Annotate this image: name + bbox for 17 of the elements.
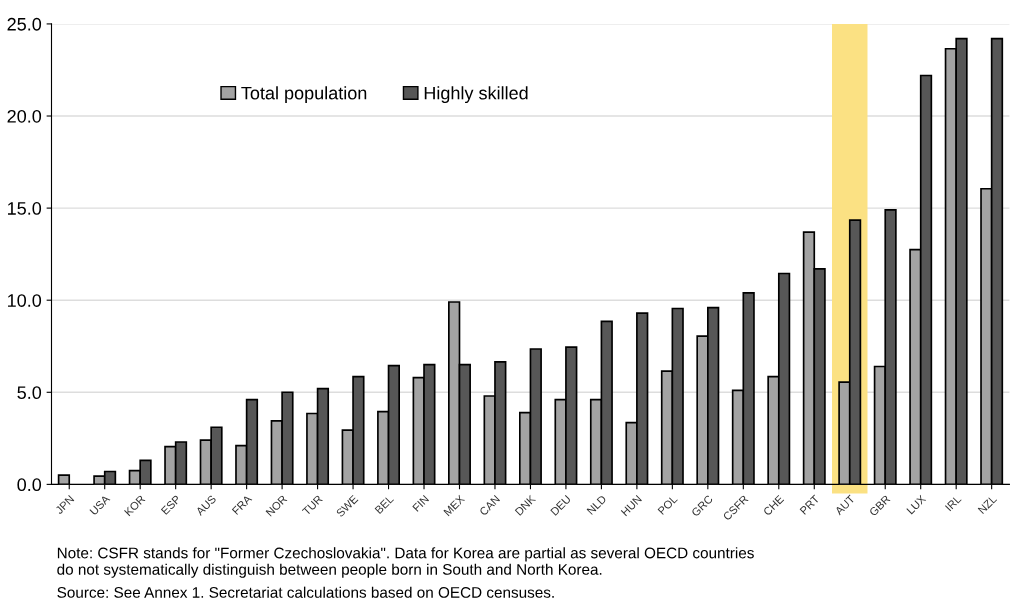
bar [57, 474, 71, 485]
y-tick-label: 5.0 [17, 386, 42, 400]
x-tick-label: IRL [944, 494, 962, 512]
x-tick-label: POL [657, 494, 678, 515]
x-tick-label: NZL [977, 494, 998, 514]
x-tick-label: BEL [374, 494, 394, 514]
x-tick-label: FIN [412, 495, 430, 512]
x-tick-label: TUR [301, 494, 323, 516]
legend-label: Highly skilled [424, 86, 528, 104]
text: Note: CSFR stands for "Former Czechoslovakia". Data for Korea are partial as several OECD countries do not systematically distinguish between people born in South and North Korea. [57, 547, 754, 578]
y-tick-label: 15.0 [8, 202, 42, 215]
y-tick-label: 20.0 [7, 109, 42, 123]
y-tick-label: 25.0 [7, 17, 42, 31]
legend-label: Total population [241, 86, 367, 104]
source-note: Source: See Annex 1. Secretariat calculations based on OECD censuses. [57, 586, 554, 598]
y-tick-label: 10.0 [8, 294, 42, 307]
y-tick-label: 0.0 [17, 478, 42, 492]
